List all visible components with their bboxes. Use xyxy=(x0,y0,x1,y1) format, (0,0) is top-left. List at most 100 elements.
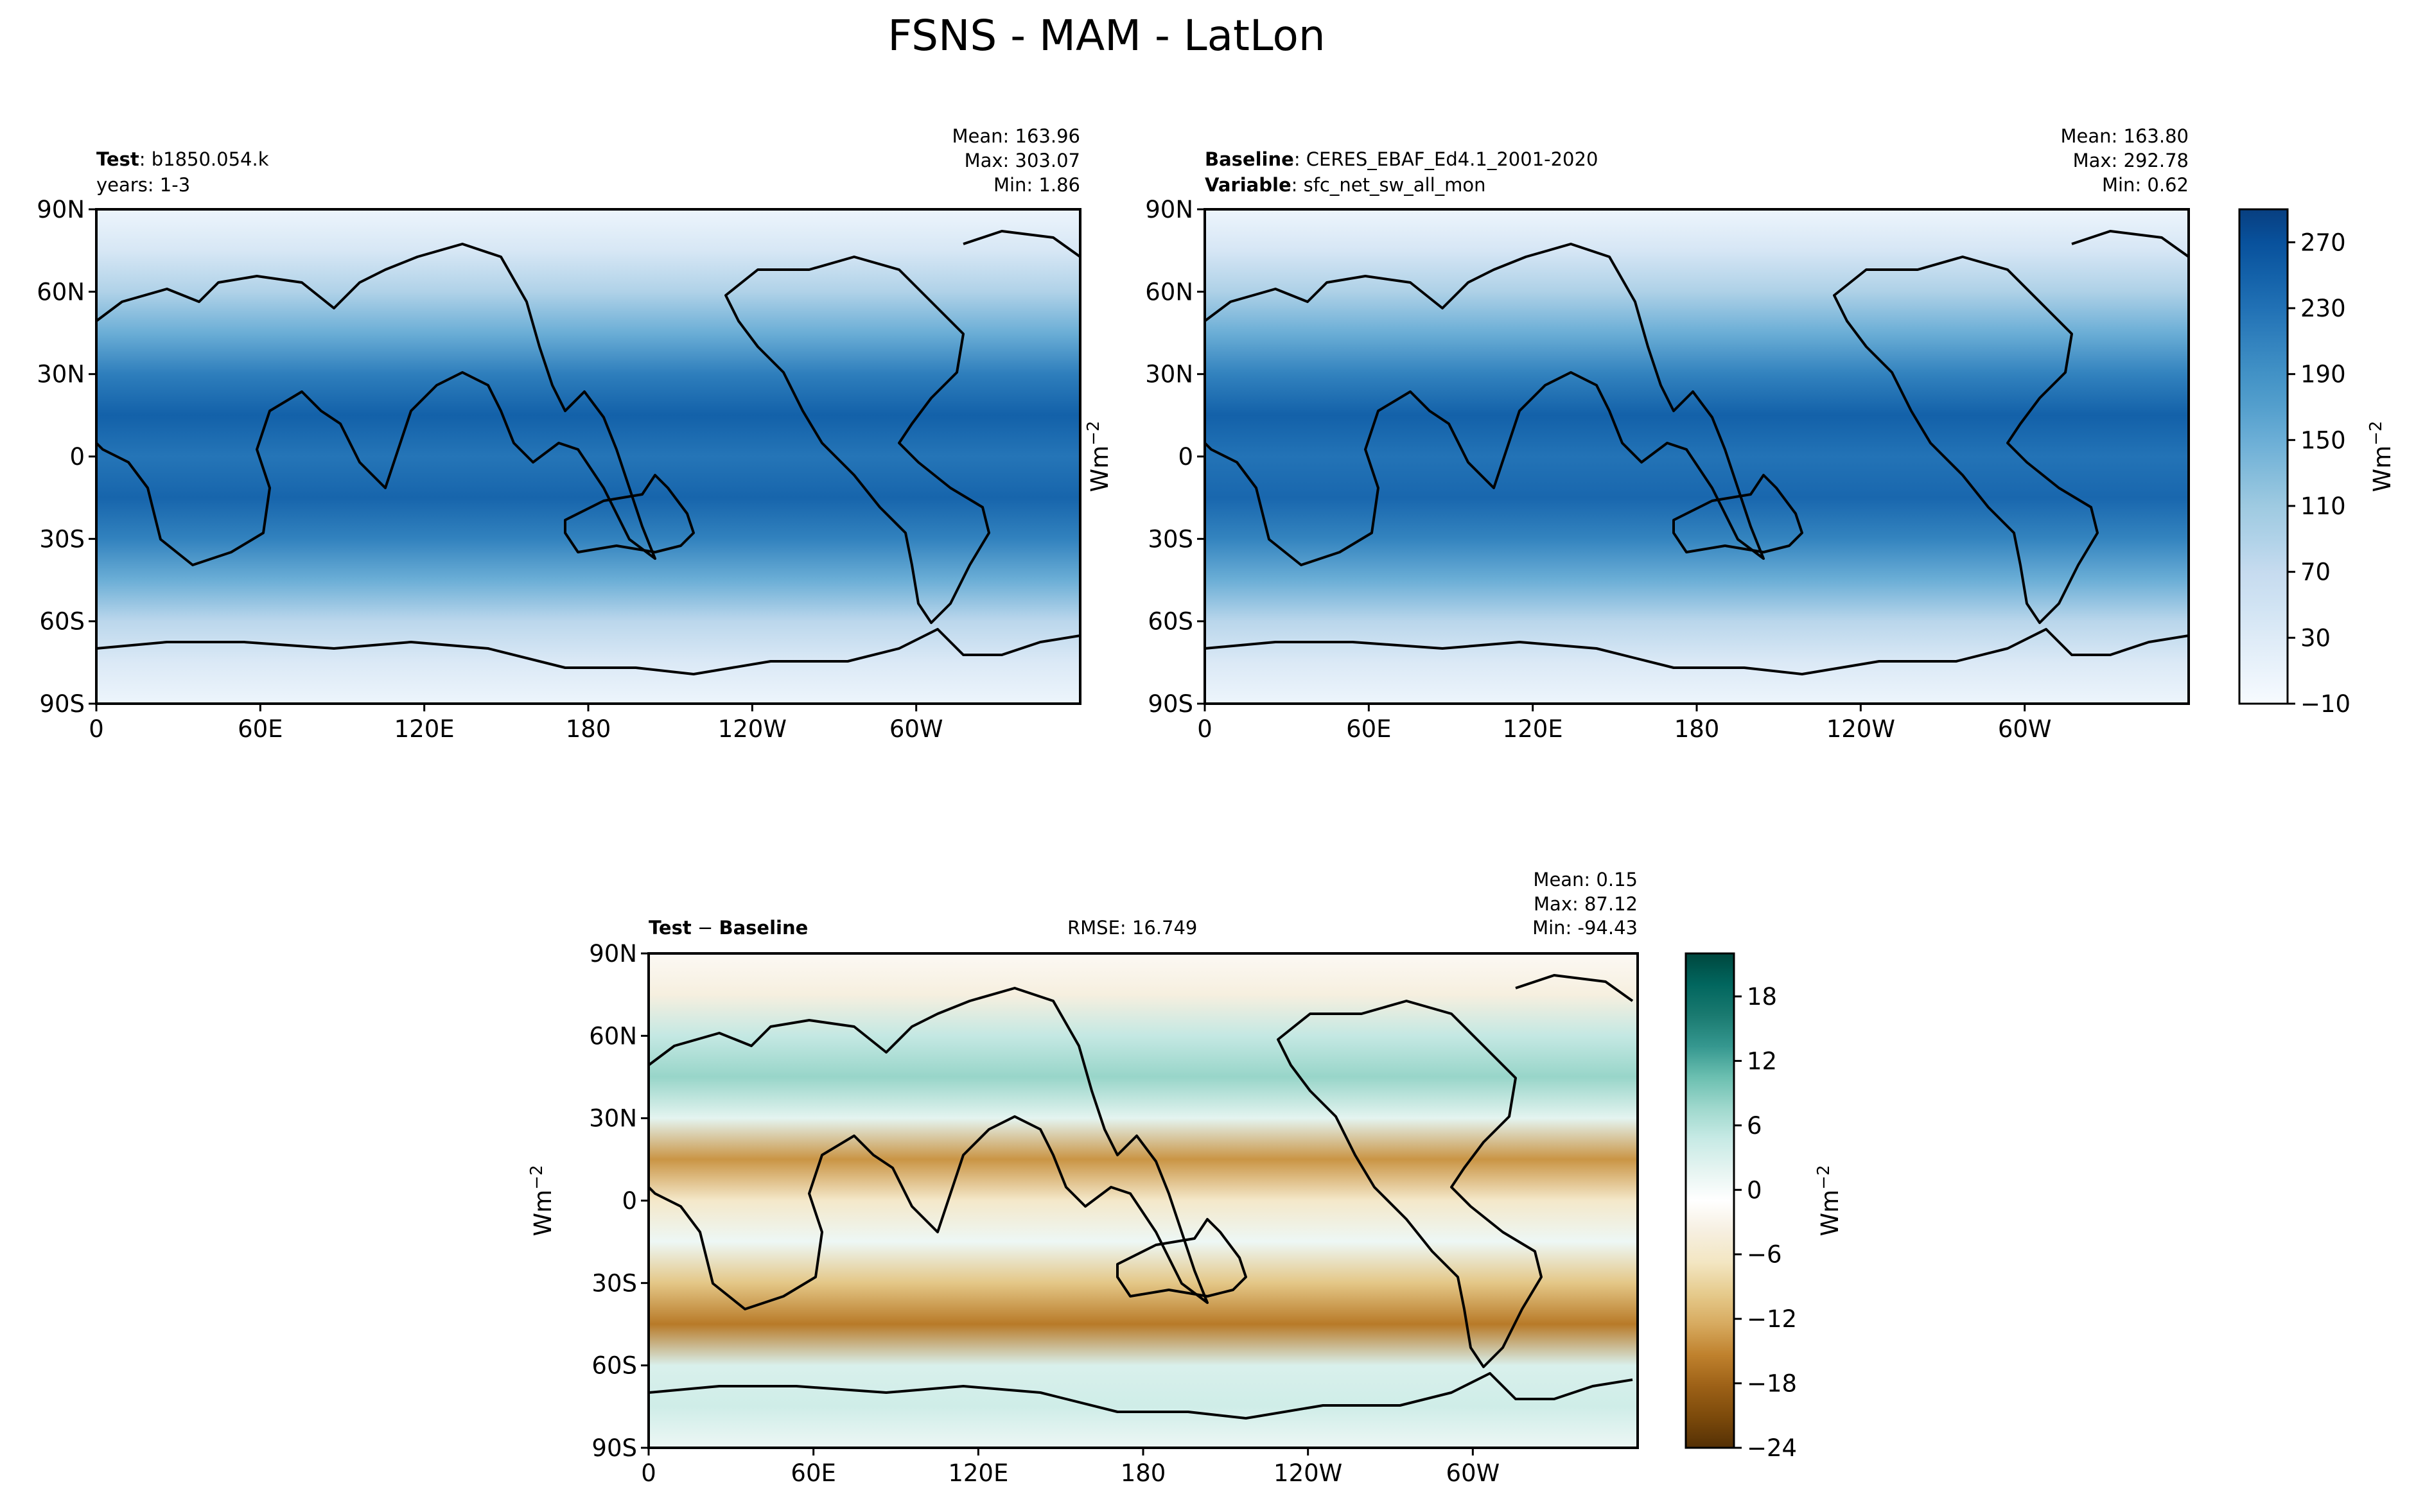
baseline-label: Baseline: CERES_EBAF_Ed4.1_2001-2020 xyxy=(1205,148,1598,170)
difference-ylabel: Wm−2 xyxy=(527,1165,557,1237)
test-stat-mean: Mean: 163.96 xyxy=(952,125,1080,147)
y-tick-label: 30N xyxy=(1145,361,1193,388)
baseline-ylabel-text: Wm xyxy=(1086,446,1114,492)
baseline-variable-bold: Variable xyxy=(1205,174,1291,196)
difference-colorbar xyxy=(1685,952,1735,1449)
x-tick-label: 180 xyxy=(1674,715,1720,743)
baseline-stat-min: Min: 0.62 xyxy=(2102,174,2189,196)
difference-colorbar-label-sup: −2 xyxy=(1814,1165,1834,1190)
baseline-stat-mean: Mean: 163.80 xyxy=(2061,125,2189,147)
colorbar-tick-label: 190 xyxy=(2300,361,2346,388)
difference-label-baseline: Baseline xyxy=(719,917,808,939)
colorbar-tick-label: 12 xyxy=(1747,1047,1777,1075)
colorbar-tick-label: −18 xyxy=(1747,1370,1797,1398)
baseline-ticks: 0 60E 120E 180 120W 60W 90N 60N 30N 0 30S 60S 90S xyxy=(1145,196,2051,743)
baseline-coast-australia xyxy=(1672,474,1803,553)
baseline-label-source: : CERES_EBAF_Ed4.1_2001-2020 xyxy=(1294,148,1598,170)
baseline-colorbar-label-sup: −2 xyxy=(2367,421,2386,446)
x-tick-label: 120W xyxy=(718,715,787,743)
y-tick-label: 60S xyxy=(39,608,85,636)
difference-coastlines xyxy=(649,974,1634,1420)
difference-ylabel-text: Wm xyxy=(529,1190,557,1237)
colorbar-tick-label: 0 xyxy=(1747,1176,1762,1204)
colorbar-tick-label: −12 xyxy=(1747,1305,1797,1333)
difference-stat-mean: Mean: 0.15 xyxy=(1533,869,1638,891)
test-stat-max: Max: 303.07 xyxy=(965,150,1080,171)
colorbar-tick-label: 18 xyxy=(1747,983,1777,1011)
colorbar-tick-label: 270 xyxy=(2300,229,2346,256)
x-tick-label: 60W xyxy=(1998,715,2052,743)
colorbar-tick-label: 30 xyxy=(2300,624,2331,652)
baseline-variable-name: : sfc_net_sw_all_mon xyxy=(1291,174,1486,196)
y-tick-label: 60N xyxy=(1145,278,1193,306)
difference-label-test: Test xyxy=(649,917,692,939)
baseline-coastlines xyxy=(1205,230,2189,675)
difference-label-minus: − xyxy=(692,917,719,939)
difference-ylabel-sup: −2 xyxy=(527,1165,547,1190)
baseline-ylabel-sup: −2 xyxy=(1084,421,1103,446)
colorbar-tick-label: −10 xyxy=(2300,690,2350,718)
y-tick-label: 30S xyxy=(39,525,85,553)
difference-panel: Test − Baseline RMSE: 16.749 Mean: 0.15 … xyxy=(527,869,1844,1487)
baseline-coast-africa-eurasia xyxy=(1205,243,1765,566)
baseline-map-field xyxy=(1205,209,2189,704)
y-tick-label: 90S xyxy=(39,690,85,718)
colorbar-tick-label: 6 xyxy=(1747,1112,1762,1140)
x-tick-label: 120E xyxy=(1503,715,1563,743)
difference-stat-max: Max: 87.12 xyxy=(1534,893,1638,915)
x-tick-label: 0 xyxy=(641,1459,656,1487)
difference-colorbar-label: Wm−2 xyxy=(1814,1165,1844,1237)
test-years: years: 1-3 xyxy=(96,174,190,196)
baseline-label-bold: Baseline xyxy=(1205,148,1294,170)
x-tick-label: 0 xyxy=(1197,715,1212,743)
colorbar-tick-label: 110 xyxy=(2300,492,2346,520)
y-tick-label: 0 xyxy=(69,443,85,471)
x-tick-label: 60W xyxy=(1446,1459,1500,1487)
test-label-case: : b1850.054.k xyxy=(139,148,269,170)
difference-colorbar-label-text: Wm xyxy=(1816,1190,1844,1237)
colorbar-tick-label: −24 xyxy=(1747,1434,1797,1462)
x-tick-label: 120E xyxy=(948,1459,1008,1487)
y-tick-label: 90N xyxy=(1145,196,1193,223)
x-tick-label: 120W xyxy=(1274,1459,1342,1487)
difference-coast-antarctica xyxy=(649,1372,1633,1420)
y-tick-label: 60S xyxy=(591,1352,637,1380)
x-tick-label: 60E xyxy=(791,1459,836,1487)
y-tick-label: 90S xyxy=(591,1434,637,1462)
test-coast-australia xyxy=(564,474,695,553)
y-tick-label: 30S xyxy=(1148,525,1193,553)
difference-colorbar-ticks: 18 12 6 0 −6 −12 −18 −24 xyxy=(1734,983,1797,1462)
test-label: Test: b1850.054.k xyxy=(96,148,269,170)
y-tick-label: 0 xyxy=(1178,443,1193,471)
colorbar-tick-label: −6 xyxy=(1747,1241,1782,1269)
difference-stat-min: Min: -94.43 xyxy=(1532,917,1638,939)
figure-title: FSNS - MAM - LatLon xyxy=(888,11,1325,60)
x-tick-label: 60W xyxy=(889,715,943,743)
difference-ticks: 0 60E 120E 180 120W 60W 90N 60N 30N 0 30S 60S 90S xyxy=(589,940,1500,1487)
x-tick-label: 180 xyxy=(1121,1459,1166,1487)
test-ticks: 0 60E 120E 180 120W 60W 90N 60N 30N 0 30S 60S 90S xyxy=(37,196,943,743)
difference-coast-africa-eurasia xyxy=(649,987,1209,1310)
y-tick-label: 30N xyxy=(589,1105,637,1133)
x-tick-label: 180 xyxy=(566,715,611,743)
test-coast-greenland xyxy=(963,230,1080,258)
difference-rmse: RMSE: 16.749 xyxy=(1067,917,1197,939)
colorbar-tick-label: 70 xyxy=(2300,559,2331,586)
y-tick-label: 30S xyxy=(591,1269,637,1297)
y-tick-label: 0 xyxy=(622,1187,637,1215)
baseline-colorbar-label-text: Wm xyxy=(2368,446,2396,492)
baseline-colorbar-ticks: 270 230 190 150 110 70 30 −10 xyxy=(2288,229,2350,718)
x-tick-label: 120W xyxy=(1826,715,1895,743)
baseline-variable: Variable: sfc_net_sw_all_mon xyxy=(1205,174,1486,196)
y-tick-label: 90N xyxy=(37,196,85,223)
x-tick-label: 60E xyxy=(1346,715,1391,743)
y-tick-label: 90S xyxy=(1148,690,1193,718)
baseline-stat-max: Max: 292.78 xyxy=(2073,150,2189,171)
test-coast-africa-eurasia xyxy=(96,243,656,566)
x-tick-label: 0 xyxy=(89,715,104,743)
baseline-coast-antarctica xyxy=(1205,628,2189,675)
y-tick-label: 30N xyxy=(37,361,85,388)
test-stat-min: Min: 1.86 xyxy=(994,174,1080,196)
test-coastlines xyxy=(96,230,1080,675)
